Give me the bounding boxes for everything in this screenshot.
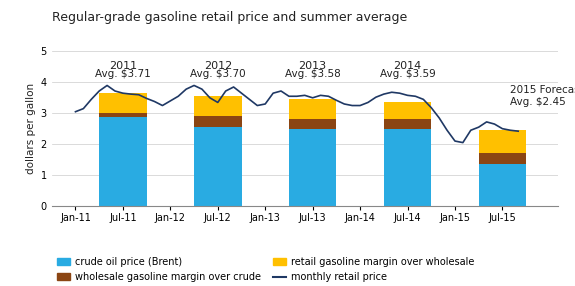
Y-axis label: dollars per gallon: dollars per gallon	[26, 83, 36, 174]
Text: 2015 Forecast
Avg. $2.45: 2015 Forecast Avg. $2.45	[511, 86, 575, 107]
Text: Avg. $3.58: Avg. $3.58	[285, 69, 340, 79]
Bar	[194, 127, 242, 206]
Text: Avg. $3.71: Avg. $3.71	[95, 69, 151, 79]
Bar	[478, 130, 526, 153]
Bar	[478, 153, 526, 164]
Text: Avg. $3.59: Avg. $3.59	[380, 69, 435, 79]
Text: 2013: 2013	[298, 61, 327, 71]
Text: Regular-grade gasoline retail price and summer average: Regular-grade gasoline retail price and …	[52, 11, 407, 24]
Text: 2012: 2012	[204, 61, 232, 71]
Bar	[99, 113, 147, 117]
Bar	[99, 93, 147, 113]
Bar	[99, 117, 147, 206]
Bar	[384, 120, 431, 129]
Text: 2011: 2011	[109, 61, 137, 71]
Bar	[194, 116, 242, 127]
Bar	[384, 129, 431, 206]
Bar	[289, 120, 336, 129]
Text: 2014: 2014	[393, 61, 421, 71]
Text: Avg. $3.70: Avg. $3.70	[190, 69, 246, 79]
Bar	[289, 99, 336, 120]
Bar	[384, 102, 431, 120]
Legend: crude oil price (Brent), wholesale gasoline margin over crude, retail gasoline m: crude oil price (Brent), wholesale gasol…	[56, 257, 474, 282]
Bar	[194, 96, 242, 116]
Bar	[478, 164, 526, 206]
Bar	[289, 129, 336, 206]
